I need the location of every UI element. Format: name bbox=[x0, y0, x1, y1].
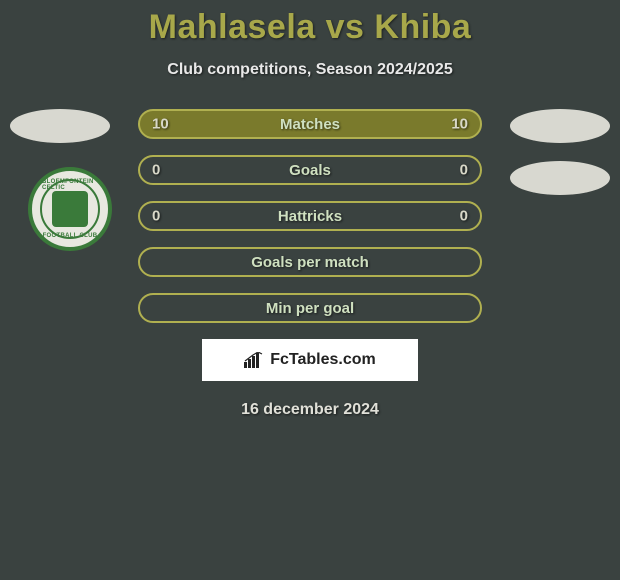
subtitle: Club competitions, Season 2024/2025 bbox=[0, 61, 620, 79]
club-badge-top-text: BLOEMFONTEIN CELTIC bbox=[42, 179, 98, 191]
stat-bar-goals-per-match: Goals per match bbox=[138, 247, 482, 277]
player-left-shape bbox=[10, 109, 110, 143]
club-badge-bottom-text: FOOTBALL CLUB bbox=[43, 233, 98, 239]
stat-label: Goals bbox=[289, 162, 331, 179]
club-badge: BLOEMFONTEIN CELTIC FOOTBALL CLUB bbox=[28, 167, 112, 251]
stat-left-value: 10 bbox=[152, 116, 169, 133]
stat-bar-matches: 10 Matches 10 bbox=[138, 109, 482, 139]
stat-right-value: 10 bbox=[451, 116, 468, 133]
stat-right-value: 0 bbox=[460, 208, 468, 225]
stat-label: Hattricks bbox=[278, 208, 342, 225]
stat-label: Matches bbox=[280, 116, 340, 133]
stat-left-value: 0 bbox=[152, 208, 160, 225]
stat-bars: 10 Matches 10 0 Goals 0 0 Hattricks 0 Goals per m… bbox=[138, 109, 482, 323]
date-label: 16 december 2024 bbox=[0, 401, 620, 419]
stat-right-value: 0 bbox=[460, 162, 468, 179]
player-right-shape-2 bbox=[510, 161, 610, 195]
stat-left-value: 0 bbox=[152, 162, 160, 179]
player-right-shape bbox=[510, 109, 610, 143]
stat-label: Min per goal bbox=[266, 300, 354, 317]
club-badge-center-icon bbox=[52, 191, 88, 227]
brand-text: FcTables.com bbox=[270, 351, 376, 369]
page-title: Mahlasela vs Khiba bbox=[0, 0, 620, 47]
club-badge-inner: BLOEMFONTEIN CELTIC FOOTBALL CLUB bbox=[40, 179, 100, 239]
stat-label: Goals per match bbox=[251, 254, 369, 271]
stat-bar-min-per-goal: Min per goal bbox=[138, 293, 482, 323]
brand-chart-icon bbox=[244, 352, 264, 368]
comparison-panel: BLOEMFONTEIN CELTIC FOOTBALL CLUB 10 Matc… bbox=[0, 109, 620, 419]
stat-bar-goals: 0 Goals 0 bbox=[138, 155, 482, 185]
brand-box: FcTables.com bbox=[202, 339, 418, 381]
stat-bar-hattricks: 0 Hattricks 0 bbox=[138, 201, 482, 231]
